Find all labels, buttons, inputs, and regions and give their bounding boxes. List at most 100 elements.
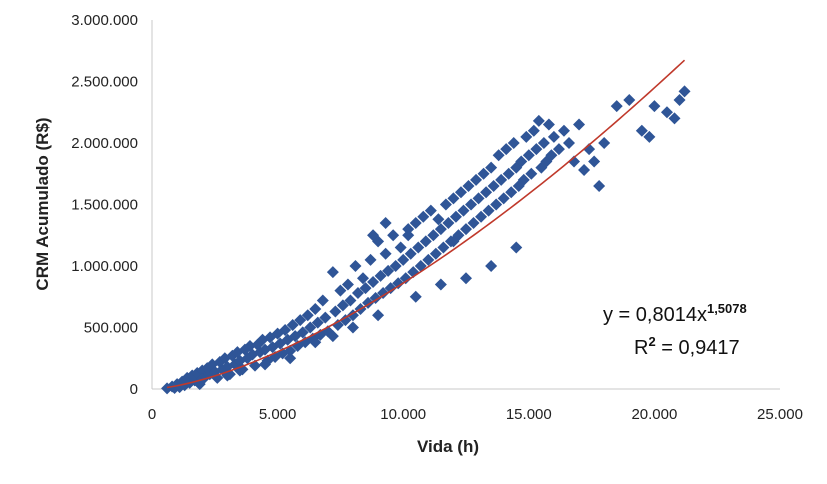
r2-prefix: R bbox=[634, 337, 648, 359]
data-point bbox=[243, 339, 256, 352]
y-tick-label: 1.000.000 bbox=[71, 258, 138, 275]
data-point bbox=[432, 213, 445, 226]
equation-exponent: 1,5078 bbox=[707, 301, 747, 316]
data-point bbox=[522, 149, 535, 162]
data-point bbox=[334, 284, 347, 297]
data-point bbox=[349, 260, 362, 272]
data-point bbox=[379, 247, 392, 260]
data-point bbox=[402, 223, 415, 236]
data-point bbox=[331, 319, 344, 332]
data-point bbox=[384, 282, 397, 295]
data-point bbox=[346, 321, 359, 334]
data-point bbox=[367, 275, 380, 288]
data-point bbox=[462, 180, 475, 193]
equation-text: y = 0,8014x1,5078 bbox=[603, 301, 747, 326]
data-point bbox=[326, 266, 339, 279]
y-tick-label: 2.500.000 bbox=[71, 74, 138, 91]
data-point bbox=[304, 321, 317, 334]
data-point bbox=[568, 155, 581, 168]
x-tick-label: 0 bbox=[148, 406, 156, 423]
x-tick-label: 20.000 bbox=[631, 406, 677, 423]
data-point bbox=[351, 287, 364, 300]
data-point bbox=[500, 143, 513, 156]
data-point bbox=[394, 241, 407, 254]
y-tick-label: 1.500.000 bbox=[71, 197, 138, 214]
data-point bbox=[610, 100, 623, 113]
data-point bbox=[492, 149, 505, 162]
data-point bbox=[387, 229, 400, 242]
data-point bbox=[505, 186, 518, 199]
data-points bbox=[161, 85, 691, 395]
data-point bbox=[578, 164, 591, 177]
data-point bbox=[502, 167, 515, 180]
data-point bbox=[623, 93, 636, 106]
data-point bbox=[319, 311, 332, 324]
data-point bbox=[412, 241, 425, 254]
data-point bbox=[510, 241, 523, 254]
data-point bbox=[485, 161, 498, 174]
data-point bbox=[246, 348, 259, 361]
data-point bbox=[475, 210, 488, 223]
data-point bbox=[284, 352, 297, 365]
data-point bbox=[517, 173, 530, 186]
data-point bbox=[309, 303, 322, 316]
y-tick-labels: 0 500.000 1.000.000 1.500.000 2.000.000 2.500… bbox=[71, 12, 138, 398]
data-point bbox=[472, 192, 485, 205]
data-point bbox=[447, 192, 460, 205]
data-point bbox=[374, 269, 387, 282]
data-point bbox=[557, 124, 570, 137]
data-point bbox=[369, 291, 382, 304]
data-point bbox=[482, 204, 495, 217]
data-point bbox=[339, 314, 352, 327]
data-point bbox=[301, 309, 314, 322]
data-point bbox=[417, 210, 430, 223]
data-point bbox=[429, 247, 442, 260]
data-point bbox=[359, 282, 372, 295]
data-point bbox=[460, 272, 472, 285]
y-tick-label: 500.000 bbox=[84, 320, 138, 337]
data-point bbox=[477, 167, 490, 180]
data-point bbox=[447, 235, 460, 248]
r-squared-text: R2 = 0,9417 bbox=[634, 334, 740, 359]
data-point bbox=[379, 216, 392, 229]
data-point bbox=[424, 204, 437, 217]
x-tick-label: 10.000 bbox=[380, 406, 426, 423]
trendline-equation: y = 0,8014x1,5078 R2 = 0,9417 bbox=[603, 301, 747, 359]
data-point bbox=[668, 112, 681, 125]
equation-prefix: y = 0,8014x bbox=[603, 304, 707, 326]
axes bbox=[151, 20, 780, 390]
data-point bbox=[660, 106, 673, 119]
r2-value: = 0,9417 bbox=[656, 337, 740, 359]
data-point bbox=[397, 253, 410, 266]
data-point bbox=[309, 336, 322, 349]
data-point bbox=[562, 137, 575, 149]
data-point bbox=[434, 223, 447, 236]
data-point bbox=[583, 143, 596, 156]
r2-superscript: 2 bbox=[648, 334, 655, 349]
data-point bbox=[316, 294, 329, 307]
data-point bbox=[573, 118, 586, 131]
data-point bbox=[598, 137, 611, 149]
data-point bbox=[495, 173, 508, 186]
data-point bbox=[515, 155, 528, 168]
data-point bbox=[434, 278, 447, 291]
data-point bbox=[457, 204, 470, 217]
data-point bbox=[372, 309, 385, 322]
data-point bbox=[389, 260, 402, 272]
data-point bbox=[329, 305, 342, 318]
data-point bbox=[357, 272, 370, 285]
data-point bbox=[547, 130, 560, 143]
data-point bbox=[326, 330, 339, 343]
data-point bbox=[344, 294, 357, 307]
data-point bbox=[427, 229, 440, 242]
data-point bbox=[296, 326, 309, 339]
data-point bbox=[470, 173, 483, 186]
x-tick-labels: 0 5.000 10.000 15.000 20.000 25.000 bbox=[148, 406, 803, 423]
data-point bbox=[286, 319, 299, 332]
data-point bbox=[673, 93, 686, 106]
data-point bbox=[382, 264, 395, 277]
data-point bbox=[437, 241, 450, 254]
data-point bbox=[537, 137, 550, 149]
data-point bbox=[377, 287, 390, 300]
data-point bbox=[454, 186, 467, 199]
